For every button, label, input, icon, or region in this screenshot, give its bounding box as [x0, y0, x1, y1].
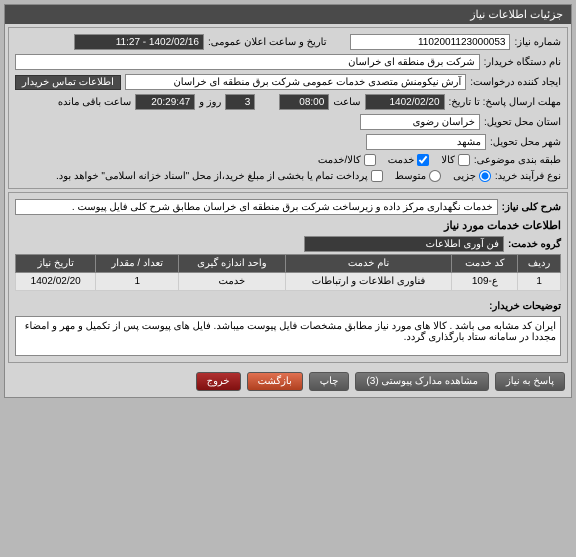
buyer-field: شرکت برق منطقه ای خراسان [15, 54, 480, 70]
time-label-1: ساعت [333, 97, 360, 108]
proc-medium-radio[interactable] [429, 170, 441, 182]
window-title: جزئیات اطلاعات نیاز [470, 9, 563, 21]
cell-unit: خدمت [179, 273, 286, 291]
cat-service-checkbox[interactable] [417, 154, 429, 166]
col-unit: واحد اندازه گیری [179, 255, 286, 273]
info-section-title: اطلاعات خدمات مورد نیاز [15, 217, 561, 234]
col-date: تاریخ نیاز [16, 255, 96, 273]
remaining-time: 20:29:47 [135, 94, 195, 110]
print-button[interactable]: چاپ [309, 372, 350, 391]
group-field: فن آوری اطلاعات [304, 236, 504, 252]
days-label: روز و [199, 97, 221, 108]
deadline-date: 1402/02/20 [365, 94, 445, 110]
cell-row: 1 [518, 273, 561, 291]
province-label: استان محل تحویل: [484, 117, 561, 128]
city-field: مشهد [366, 134, 486, 150]
proc-note-checkbox[interactable] [371, 170, 383, 182]
category-label: طبقه بندی موضوعی: [474, 155, 561, 166]
details-section: شماره نیاز: 1102001123000053 تاریخ و ساع… [8, 27, 568, 189]
proc-partial-radio[interactable] [479, 170, 491, 182]
title-bar: جزئیات اطلاعات نیاز [5, 5, 571, 24]
table-header-row: ردیف کد خدمت نام خدمت واحد اندازه گیری ت… [16, 255, 561, 273]
table-row[interactable]: 1 ع-109 فناوری اطلاعات و ارتباطات خدمت 1… [16, 273, 561, 291]
proc-medium-label: متوسط [395, 171, 426, 182]
description-section: شرح کلی نیاز: خدمات نگهداری مرکز داده و … [8, 192, 568, 363]
cell-code: ع-109 [452, 273, 518, 291]
back-button[interactable]: بازگشت [247, 372, 303, 391]
days-remaining: 3 [225, 94, 255, 110]
services-table: ردیف کد خدمت نام خدمت واحد اندازه گیری ت… [15, 254, 561, 291]
buyer-notes-box: ایران کد مشابه می باشد . کالا های مورد ن… [15, 316, 561, 356]
group-label: گروه خدمت: [508, 239, 561, 250]
buyer-notes-label: توضیحات خریدار: [489, 297, 561, 312]
buyer-label: نام دستگاه خریدار: [484, 57, 561, 68]
proc-note-label: پرداخت تمام یا بخشی از مبلغ خرید،از محل … [56, 171, 368, 182]
city-label: شهر محل تحویل: [490, 137, 561, 148]
cell-qty: 1 [96, 273, 179, 291]
deadline-time: 08:00 [279, 94, 329, 110]
proc-partial-label: جزیی [453, 171, 476, 182]
respond-button[interactable]: پاسخ به نیاز [495, 372, 565, 391]
remaining-label: ساعت باقی مانده [58, 97, 131, 108]
col-row: ردیف [518, 255, 561, 273]
deadline-label: مهلت ارسال پاسخ: تا تاریخ: [449, 97, 561, 108]
col-qty: تعداد / مقدار [96, 255, 179, 273]
contact-info-button[interactable]: اطلاعات تماس خریدار [15, 75, 121, 90]
process-label: نوع فرآیند خرید: [495, 171, 561, 182]
cat-goods-service-checkbox[interactable] [364, 154, 376, 166]
cat-goods-service-label: کالا/خدمت [318, 155, 361, 166]
button-bar: پاسخ به نیاز مشاهده مدارک پیوستی (3) چاپ… [5, 366, 571, 397]
cell-name: فناوری اطلاعات و ارتباطات [285, 273, 452, 291]
desc-label: شرح کلی نیاز: [502, 202, 561, 213]
desc-field: خدمات نگهداری مرکز داده و زیرساخت شرکت ب… [15, 199, 498, 215]
announce-label: تاریخ و ساعت اعلان عمومی: [208, 37, 327, 48]
col-code: کد خدمت [452, 255, 518, 273]
need-number-field: 1102001123000053 [350, 34, 510, 50]
main-window: جزئیات اطلاعات نیاز شماره نیاز: 11020011… [4, 4, 572, 398]
exit-button[interactable]: خروج [196, 372, 241, 391]
requester-label: ایجاد کننده درخواست: [470, 77, 561, 88]
cat-service-label: خدمت [388, 155, 415, 166]
cat-goods-checkbox[interactable] [458, 154, 470, 166]
cell-date: 1402/02/20 [16, 273, 96, 291]
province-field: خراسان رضوی [360, 114, 480, 130]
announce-datetime: 1402/02/16 - 11:27 [74, 34, 204, 50]
need-number-label: شماره نیاز: [514, 37, 561, 48]
attachments-button[interactable]: مشاهده مدارک پیوستی (3) [355, 372, 489, 391]
cat-goods-label: کالا [441, 155, 455, 166]
requester-field: آرش نیکومنش متصدی خدمات عمومی شرکت برق م… [125, 74, 466, 90]
col-name: نام خدمت [285, 255, 452, 273]
